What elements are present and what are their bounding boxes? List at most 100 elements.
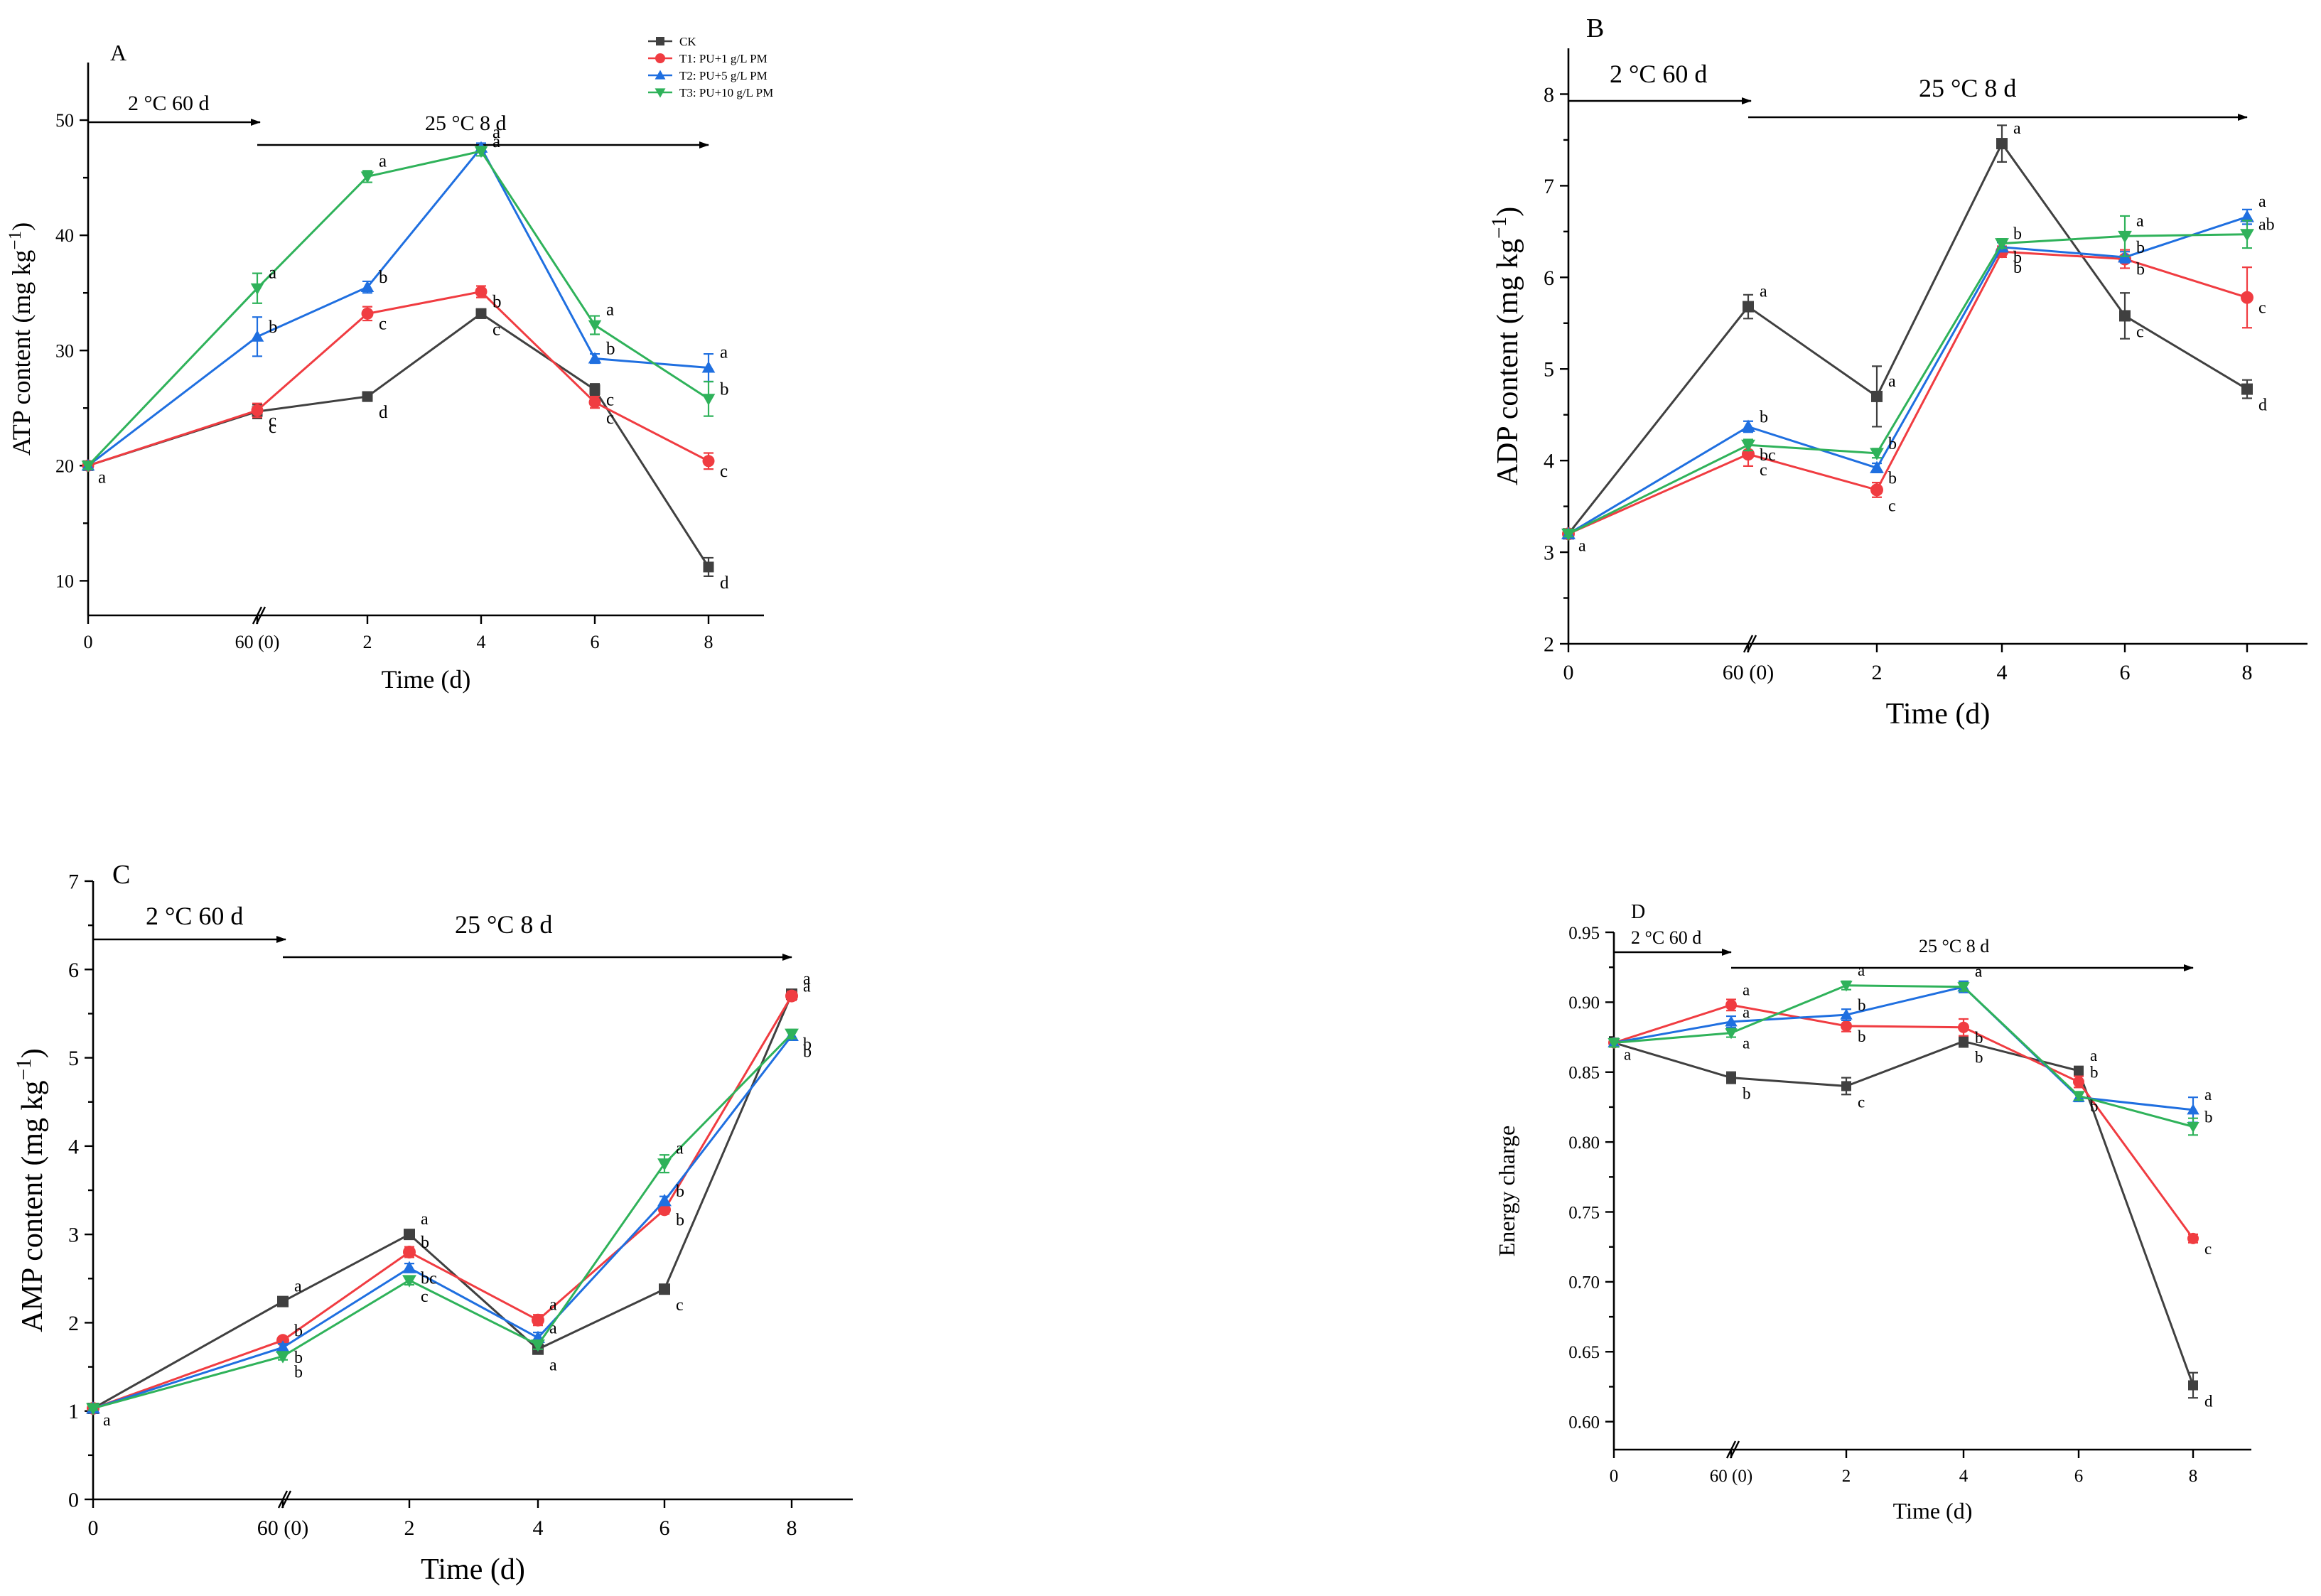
significance-letter: a xyxy=(2013,119,2021,138)
significance-letter: c xyxy=(2136,323,2144,341)
data-point-t2 xyxy=(276,1340,290,1353)
x-axis-title: Time (d) xyxy=(382,665,471,694)
significance-letter: b xyxy=(379,268,388,287)
cold-storage-label: 2 °C 60 d xyxy=(1631,927,1701,948)
x-tick-label: 2 xyxy=(1842,1467,1851,1486)
significance-letter: a xyxy=(103,1411,111,1430)
legend-label-t3: T3: PU+10 g/L PM xyxy=(679,86,773,99)
x-tick-label: 2 xyxy=(363,632,372,652)
x-tick-label: 2 xyxy=(1872,661,1883,684)
x-tick-label: 0 xyxy=(1610,1467,1619,1486)
significance-letter: b xyxy=(1760,408,1768,426)
data-point-t3 xyxy=(2187,1121,2199,1133)
data-point-t2 xyxy=(657,1193,672,1207)
series-ck: a a a a c d xyxy=(1563,119,2267,555)
significance-letter: a xyxy=(421,1210,429,1229)
significance-letter: c xyxy=(2204,1240,2212,1258)
series-line-ck xyxy=(87,312,710,568)
data-point-ck xyxy=(277,1295,289,1307)
data-point-t2 xyxy=(1870,460,1884,473)
significance-letter: a xyxy=(720,343,728,362)
significance-letter: b xyxy=(720,379,729,399)
y-tick-label: 3 xyxy=(68,1224,79,1247)
significance-letter: c xyxy=(1888,497,1896,515)
significance-letter: c xyxy=(606,409,614,428)
y-axis-title: AMP content (mg kg−1) xyxy=(13,1048,49,1332)
data-point-t1 xyxy=(475,286,488,298)
data-point-ck xyxy=(1996,138,2008,150)
series-line-ck xyxy=(1613,1040,2195,1386)
significance-letter: b xyxy=(2013,259,2022,277)
x-tick-label: 4 xyxy=(533,1516,544,1540)
y-tick-label: 0 xyxy=(68,1489,79,1512)
series-line-t3 xyxy=(1613,984,2194,1128)
data-point-t1 xyxy=(1725,999,1737,1011)
series-line-t3 xyxy=(87,150,709,467)
significance-letter: b xyxy=(294,1364,303,1382)
significance-letter: b xyxy=(803,1043,812,1062)
data-point-ck xyxy=(1841,1081,1851,1091)
significance-letter: d xyxy=(2204,1392,2213,1410)
data-point-t3 xyxy=(588,320,602,332)
significance-letter: b xyxy=(2013,225,2022,244)
x-tick-label: 8 xyxy=(787,1516,797,1540)
y-tick-label: 0.60 xyxy=(1568,1413,1600,1432)
x-tick-label: 0 xyxy=(1563,661,1574,684)
significance-letter: c xyxy=(421,1288,429,1306)
data-point-t3 xyxy=(402,1275,416,1288)
significance-letter: d xyxy=(720,573,729,593)
significance-letter: b xyxy=(1858,1028,1866,1045)
data-point-ck xyxy=(1726,1072,1736,1083)
significance-letter: a xyxy=(1760,283,1767,301)
significance-letter: b xyxy=(1743,1085,1751,1103)
y-tick-label: 4 xyxy=(1544,450,1554,473)
data-point-t3 xyxy=(81,460,95,473)
data-point-t3 xyxy=(1995,238,2009,251)
data-point-t2 xyxy=(1725,1015,1738,1027)
x-tick-label: 0 xyxy=(84,632,93,652)
data-point-t3 xyxy=(474,146,488,158)
significance-letter: c xyxy=(2258,299,2266,318)
significance-letter: b xyxy=(421,1234,429,1252)
data-point-ck xyxy=(703,561,714,573)
data-point-t3 xyxy=(86,1403,100,1416)
x-tick-label: 4 xyxy=(1997,661,2008,684)
axis-break xyxy=(252,606,266,625)
data-point-t1 xyxy=(2187,1232,2199,1244)
significance-letter: c xyxy=(269,418,276,437)
significance-letter: a xyxy=(1858,961,1865,979)
data-point-ck xyxy=(1959,1036,1969,1047)
series-t3: aa abb xyxy=(1608,961,2213,1136)
legend-marker-t2 xyxy=(655,70,666,80)
data-point-ck xyxy=(2119,310,2131,322)
series-ck: b cb ad xyxy=(1609,1035,2213,1410)
significance-letter: a xyxy=(676,1140,684,1158)
warm-storage-label: 25 °C 8 d xyxy=(425,112,507,135)
data-point-t2 xyxy=(588,352,602,364)
x-tick-label: 6 xyxy=(659,1516,670,1540)
data-point-t2 xyxy=(250,330,264,342)
data-point-t3 xyxy=(2118,230,2132,244)
data-point-t2 xyxy=(1741,419,1755,432)
chart-panel-d: D 0.60 0.65 0.70 0.75 0.80 0.85 0.90 0.95 0 60 (0)… xyxy=(1494,901,2251,1524)
axis-break xyxy=(277,1490,292,1509)
significance-letter: a xyxy=(1888,372,1896,391)
data-point-ck xyxy=(589,384,601,395)
y-tick-label: 0.85 xyxy=(1568,1064,1600,1083)
significance-letter: d xyxy=(2258,397,2267,415)
x-tick-label: 0 xyxy=(88,1516,99,1540)
y-tick-label: 20 xyxy=(55,455,74,476)
chart-panel-a: A 10 20 30 40 50 0 60 (0) 2 4 6 8 Time (d) ATP conten… xyxy=(6,35,774,694)
significance-letter: b xyxy=(606,340,615,359)
significance-letter: bc xyxy=(1760,446,1776,465)
legend-marker-t1 xyxy=(655,53,665,63)
cold-storage-label: 2 °C 60 d xyxy=(1610,60,1707,88)
significance-letter: b xyxy=(269,318,278,337)
data-point-ck xyxy=(2074,1065,2084,1076)
significance-letter: d xyxy=(379,403,388,422)
data-point-t1 xyxy=(532,1313,544,1327)
